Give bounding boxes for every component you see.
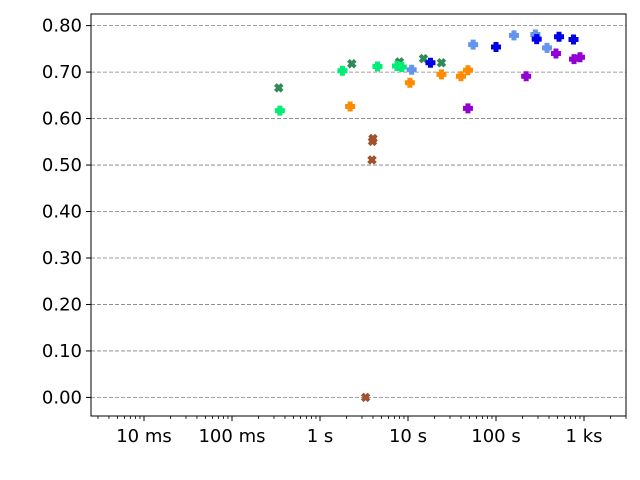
plus-marker-shape bbox=[554, 31, 565, 42]
x-marker-shape bbox=[368, 133, 378, 144]
plus-marker-shape bbox=[491, 41, 502, 52]
plus-marker-point bbox=[425, 57, 436, 68]
plus-marker-shape bbox=[436, 69, 447, 80]
plus-marker-shape bbox=[274, 105, 285, 116]
y-tick-label: 0.20 bbox=[42, 294, 82, 315]
x-tick-label: 1 ks bbox=[566, 426, 603, 447]
plus-marker-shape bbox=[531, 34, 542, 45]
x-marker-shape bbox=[360, 392, 371, 403]
grid-lines bbox=[91, 25, 626, 398]
x-tick-label: 100 ms bbox=[198, 426, 265, 447]
y-tick-label: 0.80 bbox=[42, 16, 82, 37]
plus-marker-shape bbox=[345, 101, 356, 112]
plus-marker-shape bbox=[521, 71, 532, 82]
x-marker-shape bbox=[273, 83, 284, 93]
plus-marker-point bbox=[508, 30, 519, 41]
plus-marker-shape bbox=[550, 48, 561, 59]
plus-marker-shape bbox=[396, 61, 407, 72]
plus-marker-shape bbox=[462, 65, 473, 76]
x-tick-label: 1 s bbox=[307, 426, 334, 447]
x-marker-point bbox=[273, 83, 284, 93]
plus-marker-shape bbox=[542, 42, 553, 53]
plus-marker-point bbox=[554, 31, 565, 42]
plus-marker-point bbox=[531, 34, 542, 45]
plus-marker-shape bbox=[372, 61, 383, 72]
plus-marker-point bbox=[436, 69, 447, 80]
plus-marker-point bbox=[521, 71, 532, 82]
plus-marker-shape bbox=[406, 64, 417, 75]
y-tick-label: 0.40 bbox=[42, 202, 82, 223]
plus-marker-shape bbox=[425, 57, 436, 68]
plus-marker-point bbox=[568, 34, 579, 45]
plus-marker-shape bbox=[404, 77, 415, 88]
x-tick-label: 100 s bbox=[471, 426, 520, 447]
plus-marker-point bbox=[542, 42, 553, 53]
plus-marker-point bbox=[462, 103, 473, 114]
y-tick-label: 0.30 bbox=[42, 248, 82, 269]
plus-marker-shape bbox=[337, 65, 348, 76]
x-marker-shape bbox=[346, 58, 357, 69]
x-marker-shape bbox=[367, 155, 377, 165]
plus-marker-point bbox=[574, 52, 585, 63]
plus-marker-shape bbox=[455, 71, 466, 82]
plus-marker-point bbox=[468, 39, 479, 50]
x-marker-point bbox=[367, 155, 377, 165]
plus-marker-point bbox=[550, 48, 561, 59]
plus-marker-shape bbox=[462, 103, 473, 114]
plus-marker-shape bbox=[568, 34, 579, 45]
x-marker-point bbox=[368, 133, 378, 144]
data-points bbox=[273, 29, 585, 403]
x-marker-point bbox=[360, 392, 371, 403]
plus-marker-point bbox=[274, 105, 285, 116]
x-tick-label: 10 s bbox=[389, 426, 427, 447]
plus-marker-point bbox=[372, 61, 383, 72]
plus-marker-shape bbox=[508, 30, 519, 41]
x-marker-shape bbox=[436, 57, 447, 68]
plus-marker-point bbox=[345, 101, 356, 112]
y-tick-label: 0.50 bbox=[42, 155, 82, 176]
plus-marker-point bbox=[337, 65, 348, 76]
plus-marker-point bbox=[406, 64, 417, 75]
axis-ticks: 0.00 0.10 0.20 0.30 0.40 0.50 0.60 0.70 0.80 10 m… bbox=[42, 16, 627, 447]
y-tick-label: 0.70 bbox=[42, 62, 82, 83]
x-marker-point bbox=[436, 57, 447, 68]
plus-marker-point bbox=[462, 65, 473, 76]
x-tick-label: 10 ms bbox=[116, 426, 172, 447]
y-tick-label: 0.00 bbox=[42, 387, 82, 408]
plus-marker-shape bbox=[468, 39, 479, 50]
y-tick-label: 0.10 bbox=[42, 341, 82, 362]
plus-marker-point bbox=[491, 41, 502, 52]
plus-marker-point bbox=[404, 77, 415, 88]
plot-frame bbox=[90, 13, 627, 417]
plus-marker-shape bbox=[574, 52, 585, 63]
plus-marker-point bbox=[396, 61, 407, 72]
y-tick-label: 0.60 bbox=[42, 109, 82, 130]
plus-marker-point bbox=[455, 71, 466, 82]
x-marker-point bbox=[346, 58, 357, 69]
